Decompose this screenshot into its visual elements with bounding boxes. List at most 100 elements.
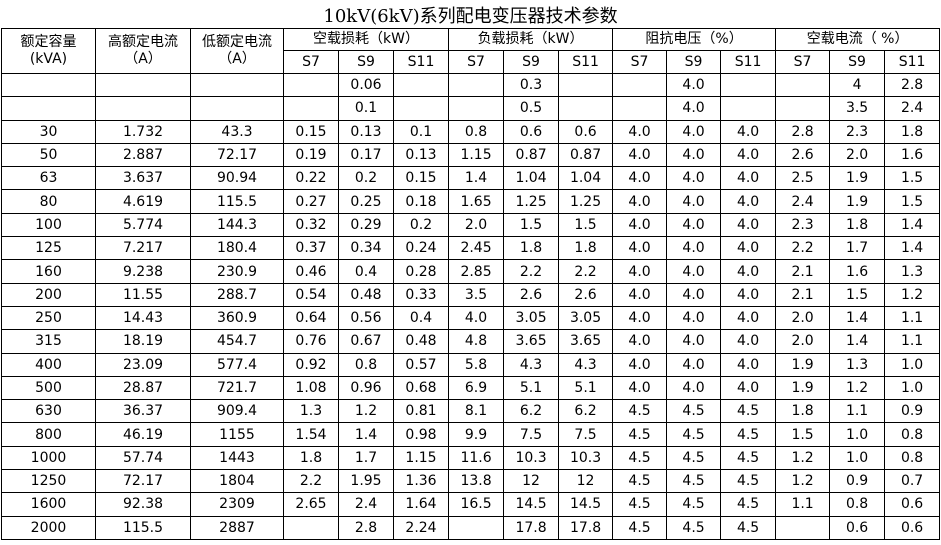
cell: 360.9 bbox=[190, 305, 284, 331]
cell: 500 bbox=[1, 375, 96, 401]
cell: 0.22 bbox=[283, 166, 339, 191]
cell: 1.8 bbox=[558, 236, 614, 261]
cell: 454.7 bbox=[190, 329, 284, 354]
cell: 1443 bbox=[190, 445, 284, 471]
cell: 4.0 bbox=[720, 305, 777, 331]
cell: 0.6 bbox=[829, 515, 886, 540]
cell: 1.9 bbox=[829, 166, 886, 191]
subheader-cell: S9 bbox=[829, 50, 886, 74]
cell: 4.5 bbox=[666, 492, 722, 517]
data-row: 800 46.19 1155 1.54 1.4 0.98 9.9 7.5 7.5 4.5 4.5 4.… bbox=[1, 422, 941, 447]
cell: 1.0 bbox=[884, 375, 941, 401]
cell: 0.8 bbox=[338, 352, 394, 377]
cell: 0.5 bbox=[503, 96, 560, 121]
empty-cell bbox=[190, 72, 284, 98]
cell: 1.15 bbox=[392, 445, 450, 471]
cell: 1.95 bbox=[338, 469, 394, 494]
cell: 2.6 bbox=[503, 282, 560, 307]
empty-cell bbox=[283, 96, 339, 121]
cell: 1.0 bbox=[884, 352, 941, 377]
cell: 1.5 bbox=[829, 282, 886, 307]
cell: 2.6 bbox=[775, 142, 831, 168]
cell: 4.5 bbox=[612, 515, 668, 540]
subheader-cell: S11 bbox=[558, 50, 614, 74]
cell: 1.2 bbox=[338, 399, 394, 424]
cell: 0.8 bbox=[884, 422, 941, 447]
group-header: 空载损耗（kW） bbox=[282, 28, 450, 51]
cell: 1.0 bbox=[829, 422, 886, 447]
cell: 4.0 bbox=[666, 166, 722, 191]
cell: 0.2 bbox=[338, 166, 394, 191]
cell: 4.0 bbox=[666, 142, 722, 168]
cell: 1.8 bbox=[775, 399, 831, 424]
cell: 288.7 bbox=[190, 282, 284, 307]
header-cell: 低额定电流 （A） bbox=[190, 28, 284, 74]
cell: 0.37 bbox=[283, 236, 339, 261]
cell: 1.5 bbox=[884, 166, 941, 191]
cell: 1.25 bbox=[503, 189, 560, 214]
cell: 1.3 bbox=[283, 399, 339, 424]
cell: 2.5 bbox=[775, 166, 831, 191]
cell: 0.18 bbox=[392, 189, 450, 214]
empty-cell bbox=[190, 96, 284, 121]
cell: 1.5 bbox=[558, 212, 614, 238]
cell: 1.1 bbox=[775, 492, 831, 517]
cell: 180.4 bbox=[190, 236, 284, 261]
cell: 1.4 bbox=[829, 305, 886, 331]
cell: 4.5 bbox=[612, 422, 668, 447]
cell: 4.0 bbox=[612, 166, 668, 191]
cell: 0.15 bbox=[283, 119, 339, 144]
cell: 4.3 bbox=[558, 352, 614, 377]
subheader-cell: S9 bbox=[666, 50, 722, 74]
cell: 4.0 bbox=[720, 352, 777, 377]
cell: 4.0 bbox=[612, 142, 668, 168]
cell: 1.2 bbox=[884, 282, 941, 307]
empty-cell bbox=[612, 96, 668, 121]
cell: 80 bbox=[1, 189, 96, 214]
cell: 1.7 bbox=[338, 445, 394, 471]
data-row: 1250 72.17 1804 2.2 1.95 1.36 13.8 12 12 4.5 4.5 4.… bbox=[1, 469, 941, 494]
cell: 4.0 bbox=[720, 189, 777, 214]
cell: 13.8 bbox=[448, 469, 505, 494]
cell: 0.25 bbox=[338, 189, 394, 214]
cell: 1155 bbox=[190, 422, 284, 447]
cell: 721.7 bbox=[190, 375, 284, 401]
cell: 5.8 bbox=[448, 352, 505, 377]
cell: 1.7 bbox=[829, 236, 886, 261]
subheader-cell: S9 bbox=[338, 50, 394, 74]
cell: 250 bbox=[1, 305, 96, 331]
cell: 0.6 bbox=[558, 119, 614, 144]
cell: 7.5 bbox=[503, 422, 560, 447]
cell: 9.238 bbox=[95, 259, 191, 284]
cell: 1.8 bbox=[503, 236, 560, 261]
cell: 0.1 bbox=[338, 96, 394, 121]
cell: 1.25 bbox=[558, 189, 614, 214]
cell: 2.2 bbox=[558, 259, 614, 284]
cell: 0.2 bbox=[392, 212, 450, 238]
cell: 3.5 bbox=[829, 96, 886, 121]
cell: 4.0 bbox=[666, 375, 722, 401]
cell: 4.0 bbox=[666, 212, 722, 238]
empty-cell bbox=[283, 72, 339, 98]
cell: 125 bbox=[1, 236, 96, 261]
cell: 17.8 bbox=[503, 515, 560, 540]
cell: 2.8 bbox=[775, 119, 831, 144]
cell: 1.08 bbox=[283, 375, 339, 401]
empty-cell bbox=[1, 96, 96, 121]
cell: 4.0 bbox=[666, 259, 722, 284]
cell: 0.19 bbox=[283, 142, 339, 168]
subheader-row: S7 S9 S11 S7 S9 S11 S7 S9 S11 S7 S9 S11 bbox=[2, 50, 941, 74]
data-row: 250 14.43 360.9 0.64 0.56 0.4 4.0 3.05 3.05 4.0 4.… bbox=[1, 305, 941, 331]
cell: 3.65 bbox=[503, 329, 560, 354]
cell: 0.28 bbox=[392, 259, 450, 284]
cell: 4.0 bbox=[720, 329, 777, 354]
cell: 1.5 bbox=[884, 189, 941, 214]
cell: 2887 bbox=[190, 515, 284, 540]
empty-cell bbox=[558, 72, 614, 98]
cell: 1.15 bbox=[448, 142, 505, 168]
cell: 11.55 bbox=[95, 282, 191, 307]
cell: 1.8 bbox=[283, 445, 339, 471]
cell: 9.9 bbox=[448, 422, 505, 447]
title: 10kV(6kV)系列配电变压器技术参数 bbox=[323, 6, 618, 27]
